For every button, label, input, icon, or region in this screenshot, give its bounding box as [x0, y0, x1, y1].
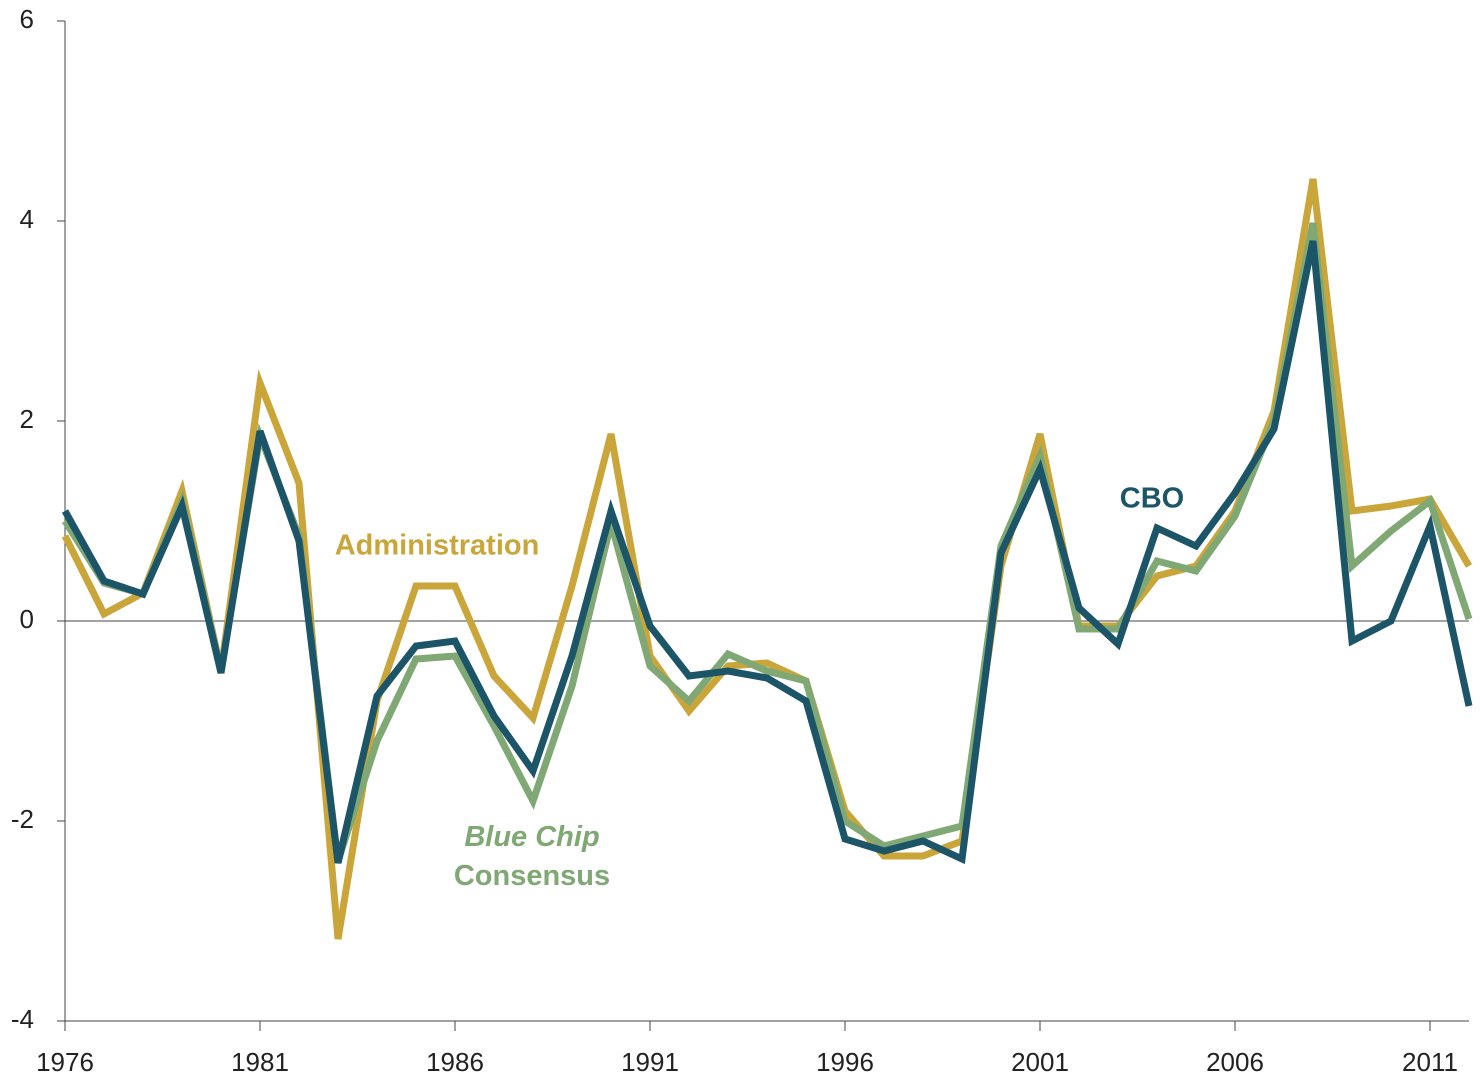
series-label-line: Consensus	[454, 860, 610, 892]
y-tick-label: 4	[20, 204, 34, 234]
x-tick-label: 1986	[426, 1047, 484, 1077]
x-tick-label: 1991	[621, 1047, 679, 1077]
x-tick-label: 2011	[1402, 1047, 1458, 1077]
x-tick-label: 1996	[816, 1047, 874, 1077]
series-label: CBO	[1120, 483, 1184, 515]
x-tick-label: 1976	[36, 1047, 94, 1077]
series-line	[61, 240, 1473, 865]
y-tick-label: 6	[20, 4, 34, 34]
y-tick-label: -4	[11, 1004, 34, 1034]
series-label: Blue Chip Consensus	[454, 821, 610, 892]
series-line	[62, 222, 1473, 863]
series-label: Administration	[335, 530, 540, 562]
series-label-line: Blue Chip	[464, 821, 599, 853]
x-tick-label: 2001	[1011, 1047, 1069, 1077]
y-tick-label: 2	[20, 404, 34, 434]
y-tick-label: 0	[20, 604, 34, 634]
x-tick-label: 1981	[231, 1047, 289, 1077]
series-line	[61, 178, 1473, 940]
y-tick-label: -2	[11, 804, 34, 834]
x-tick-label: 2006	[1206, 1047, 1264, 1077]
